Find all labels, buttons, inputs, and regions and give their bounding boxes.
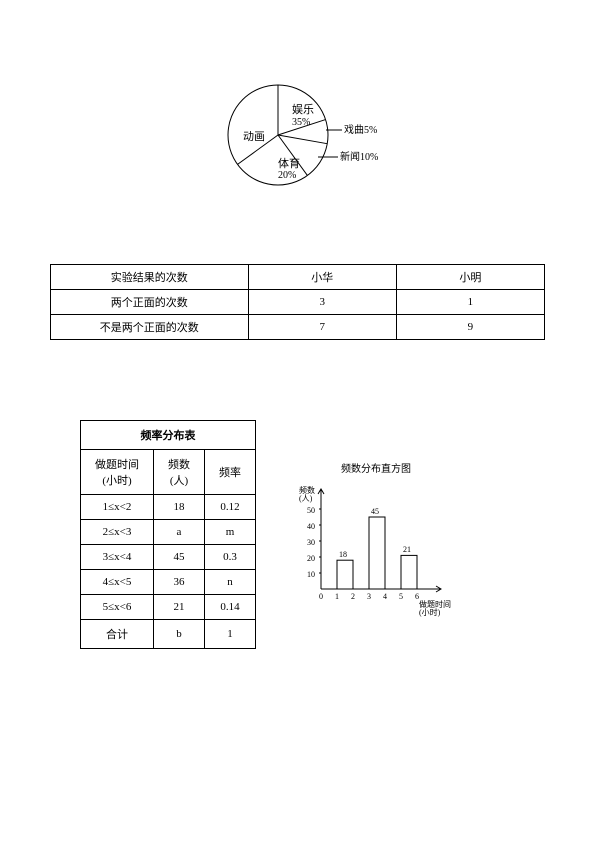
pie-label-xinwen: 新闻10% <box>340 150 378 163</box>
table-row: 两个正面的次数 3 1 <box>51 290 545 315</box>
ytick: 50 <box>307 506 315 515</box>
cell: 做题时间 (小时) <box>81 450 154 495</box>
ytick: 10 <box>307 570 315 579</box>
table-row: 5≤x<6 21 0.14 <box>81 595 256 620</box>
pie-chart-section: 娱乐 35% 动画 体育 20% 戏曲5% 新闻10% <box>50 70 545 204</box>
cell: 实验结果的次数 <box>51 265 249 290</box>
table-row: 4≤x<5 36 n <box>81 570 256 595</box>
histogram-bar <box>369 517 385 589</box>
histogram-bar <box>337 560 353 589</box>
table-row: 做题时间 (小时) 频数 (人) 频率 <box>81 450 256 495</box>
svg-text:0: 0 <box>319 592 323 601</box>
cell: 0.12 <box>205 495 256 520</box>
histogram-bar <box>401 555 417 589</box>
ytick: 40 <box>307 522 315 531</box>
table-row: 2≤x<3 a m <box>81 520 256 545</box>
cell: n <box>205 570 256 595</box>
cell: 不是两个正面的次数 <box>51 315 249 340</box>
cell: 频率 <box>205 450 256 495</box>
histogram-container: 频数分布直方图 频数 (人) 50 40 30 <box>296 460 456 649</box>
cell: 小明 <box>396 265 544 290</box>
xtick: 3 <box>367 592 371 601</box>
cell: 7 <box>248 315 396 340</box>
cell: 3 <box>248 290 396 315</box>
pie-label-yule-pct: 35% <box>292 117 310 128</box>
bar-label: 18 <box>339 550 347 559</box>
cell: 18 <box>154 495 205 520</box>
pie-label-tiyu-pct: 20% <box>278 170 296 181</box>
table-row: 实验结果的次数 小华 小明 <box>51 265 545 290</box>
pie-label-tiyu: 体育 <box>278 156 300 170</box>
cell: 9 <box>396 315 544 340</box>
table-row: 3≤x<4 45 0.3 <box>81 545 256 570</box>
table-row: 1≤x<2 18 0.12 <box>81 495 256 520</box>
xtick: 1 <box>335 592 339 601</box>
pie-chart: 娱乐 35% 动画 体育 20% 戏曲5% 新闻10% <box>198 70 398 200</box>
xtick: 5 <box>399 592 403 601</box>
cell: 合计 <box>81 620 154 649</box>
xtick: 4 <box>383 592 387 601</box>
cell: 2≤x<3 <box>81 520 154 545</box>
hist-xlabel2: (小时) <box>419 607 441 617</box>
freq-table: 频率分布表 做题时间 (小时) 频数 (人) 频率 1≤x<2 18 <box>80 420 256 649</box>
table-row: 不是两个正面的次数 7 9 <box>51 315 545 340</box>
table-row: 频率分布表 <box>81 421 256 450</box>
ytick: 30 <box>307 538 315 547</box>
pie-label-donghua: 动画 <box>243 130 265 143</box>
cell: m <box>205 520 256 545</box>
histogram-chart: 频数 (人) 50 40 30 20 10 0 1 <box>296 479 456 619</box>
pie-label-xiqu: 戏曲5% <box>344 124 377 136</box>
cell: 3≤x<4 <box>81 545 154 570</box>
cell: 45 <box>154 545 205 570</box>
histogram-title: 频数分布直方图 <box>296 460 456 475</box>
cell: 小华 <box>248 265 396 290</box>
cell: 频数 (人) <box>154 450 205 495</box>
cell: 36 <box>154 570 205 595</box>
cell: 4≤x<5 <box>81 570 154 595</box>
freq-table-container: 频率分布表 做题时间 (小时) 频数 (人) 频率 1≤x<2 18 <box>80 420 256 649</box>
cell: b <box>154 620 205 649</box>
freq-table-title: 频率分布表 <box>81 421 256 450</box>
frequency-section: 频率分布表 做题时间 (小时) 频数 (人) 频率 1≤x<2 18 <box>50 420 545 649</box>
cell: 1 <box>396 290 544 315</box>
hist-ylabel2: (人) <box>299 494 313 503</box>
cell: 21 <box>154 595 205 620</box>
cell: 0.3 <box>205 545 256 570</box>
bar-label: 45 <box>371 507 379 516</box>
ytick: 20 <box>307 554 315 563</box>
cell: 两个正面的次数 <box>51 290 249 315</box>
coin-table: 实验结果的次数 小华 小明 两个正面的次数 3 1 不是两个正面的次数 7 9 <box>50 264 545 340</box>
cell: a <box>154 520 205 545</box>
xtick: 2 <box>351 592 355 601</box>
bar-label: 21 <box>403 545 411 554</box>
cell: 5≤x<6 <box>81 595 154 620</box>
cell: 1 <box>205 620 256 649</box>
cell: 1≤x<2 <box>81 495 154 520</box>
pie-label-yule: 娱乐 <box>292 102 314 116</box>
table-row: 合计 b 1 <box>81 620 256 649</box>
cell: 0.14 <box>205 595 256 620</box>
